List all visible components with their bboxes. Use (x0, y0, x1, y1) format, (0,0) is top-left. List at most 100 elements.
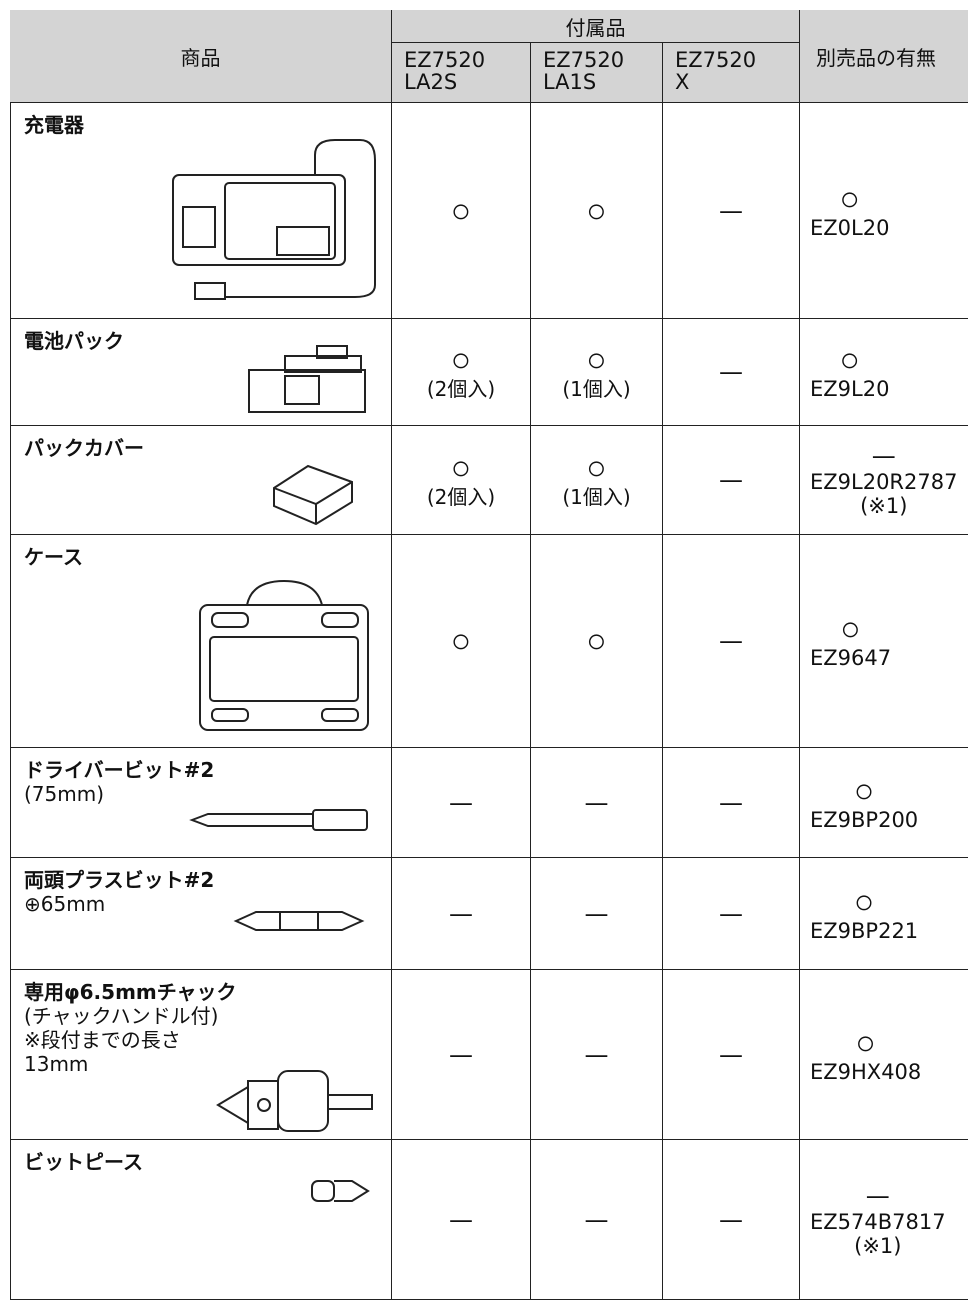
value-text: (2個入) (426, 377, 496, 401)
product-cell: ドライバービット#2 (75mm) (10, 748, 392, 858)
separate-text: ○ (853, 770, 875, 811)
value-text: — (719, 788, 743, 817)
separate-cell: ○ EZ9647 (800, 535, 968, 748)
value-cell: — (392, 858, 531, 970)
product-cell: パックカバー (10, 426, 392, 535)
model-text: EZ7520 (404, 48, 486, 72)
product-cell: 専用φ6.5mmチャック (チャックハンドル付) ※段付までの長さ 13mm (10, 970, 392, 1140)
value-text: (2個入) (426, 485, 496, 509)
model-text: EZ7520 (675, 48, 757, 72)
header-text: 付属品 (565, 15, 626, 40)
separate-group: ○ EZ0L20 (810, 182, 889, 240)
product-name: 充電器 (24, 113, 84, 137)
separate-text: (※1) (854, 1233, 902, 1258)
separate-text: — (871, 442, 896, 470)
product-cell: 充電器 (10, 103, 392, 319)
separate-text: ○ (855, 1022, 876, 1063)
separate-cell: — EZ9L20R2787 (※1) (800, 426, 968, 535)
value-text: — (719, 1040, 743, 1069)
value-cell: — (663, 103, 800, 319)
value-text: — (719, 1205, 743, 1234)
product-note: ⊕65mm (24, 892, 106, 916)
value-cell: — (663, 1140, 800, 1300)
header-cell: 付属品 (392, 10, 800, 43)
product-cell: 電池パック (10, 319, 392, 426)
separate-group: ○ EZ9BP221 (810, 885, 918, 943)
product-name: 両頭プラスビット#2 (24, 868, 215, 892)
value-text: ○ (450, 621, 472, 661)
value-cell: — (663, 319, 800, 426)
separate-cell: ○ EZ0L20 (800, 103, 968, 319)
driver-bit-illustration (189, 809, 368, 831)
product-name: ドライバービット#2 (24, 758, 215, 782)
model-header: EZ7520 LA2S (392, 43, 531, 103)
product-name: ケース (24, 545, 83, 569)
separate-cell: ○ EZ9HX408 (800, 970, 968, 1140)
value-text: (1個入) (562, 377, 631, 401)
header-text: 商品 (180, 45, 221, 70)
separate-group: ○ EZ9HX408 (810, 1026, 921, 1084)
value-cell: — (531, 1140, 663, 1300)
separate-text: EZ9BP200 (810, 807, 919, 832)
product-note: 13mm (24, 1052, 89, 1076)
model-text: EZ7520 (543, 48, 625, 72)
value-cell: — (663, 748, 800, 858)
model-text: LA2S (404, 70, 458, 94)
separate-text: EZ574B7817 (810, 1209, 946, 1234)
value-cell: ○ (1個入) (531, 319, 663, 426)
separate-cell: — EZ574B7817 (※1) (800, 1140, 968, 1300)
product-note: (チャックハンドル付) (24, 1004, 219, 1028)
separate-text: EZ9HX408 (810, 1059, 922, 1084)
value-cell: — (392, 748, 531, 858)
product-note: ※段付までの長さ (24, 1028, 181, 1052)
value-text: — (719, 358, 743, 386)
value-cell: ○ (2個入) (392, 319, 531, 426)
value-text: — (719, 899, 743, 928)
separate-group: ○ EZ9647 (810, 612, 891, 670)
value-cell: ○ (392, 103, 531, 319)
bit-piece-illustration (311, 1180, 370, 1202)
battery-illustration (248, 345, 366, 413)
value-text: — (584, 788, 609, 817)
value-text: — (449, 1205, 473, 1234)
value-cell: — (531, 748, 663, 858)
value-cell: — (663, 426, 800, 535)
value-text: — (719, 196, 743, 225)
value-text: — (719, 466, 743, 494)
value-cell: — (531, 970, 663, 1140)
value-cell: — (531, 858, 663, 970)
product-name: パックカバー (24, 436, 144, 460)
separate-group: — EZ574B7817 (※1) (810, 1182, 946, 1258)
value-cell: ○ (1個入) (531, 426, 663, 535)
separate-text: ○ (853, 881, 875, 922)
value-cell: — (392, 1140, 531, 1300)
separate-cell: ○ EZ9BP200 (800, 748, 968, 858)
value-text: — (584, 899, 609, 928)
value-cell: ○ (2個入) (392, 426, 531, 535)
model-header: EZ7520 LA1S (531, 43, 663, 103)
value-cell: ○ (531, 103, 663, 319)
product-note: (75mm) (24, 782, 105, 806)
value-text: ○ (586, 190, 607, 231)
value-cell: — (392, 970, 531, 1140)
chuck-illustration (216, 1070, 373, 1132)
header-cell: 商品 (10, 10, 392, 103)
separate-cell: ○ EZ9BP221 (800, 858, 968, 970)
header-text: 別売品の有無 (816, 45, 936, 70)
value-text: — (584, 1040, 609, 1069)
separate-text: ○ (840, 609, 861, 649)
model-text: X (675, 70, 690, 94)
double-bit-illustration (233, 911, 365, 931)
value-cell: ○ (392, 535, 531, 748)
value-text: ○ (450, 448, 472, 488)
model-header: EZ7520 X (663, 43, 800, 103)
value-text: ○ (586, 621, 607, 661)
separate-group: ○ EZ9BP200 (810, 774, 918, 832)
value-text: ○ (450, 190, 472, 231)
value-cell: — (663, 535, 800, 748)
case-illustration (199, 579, 369, 731)
value-text: — (449, 899, 473, 928)
product-cell: ビットピース (10, 1140, 392, 1300)
